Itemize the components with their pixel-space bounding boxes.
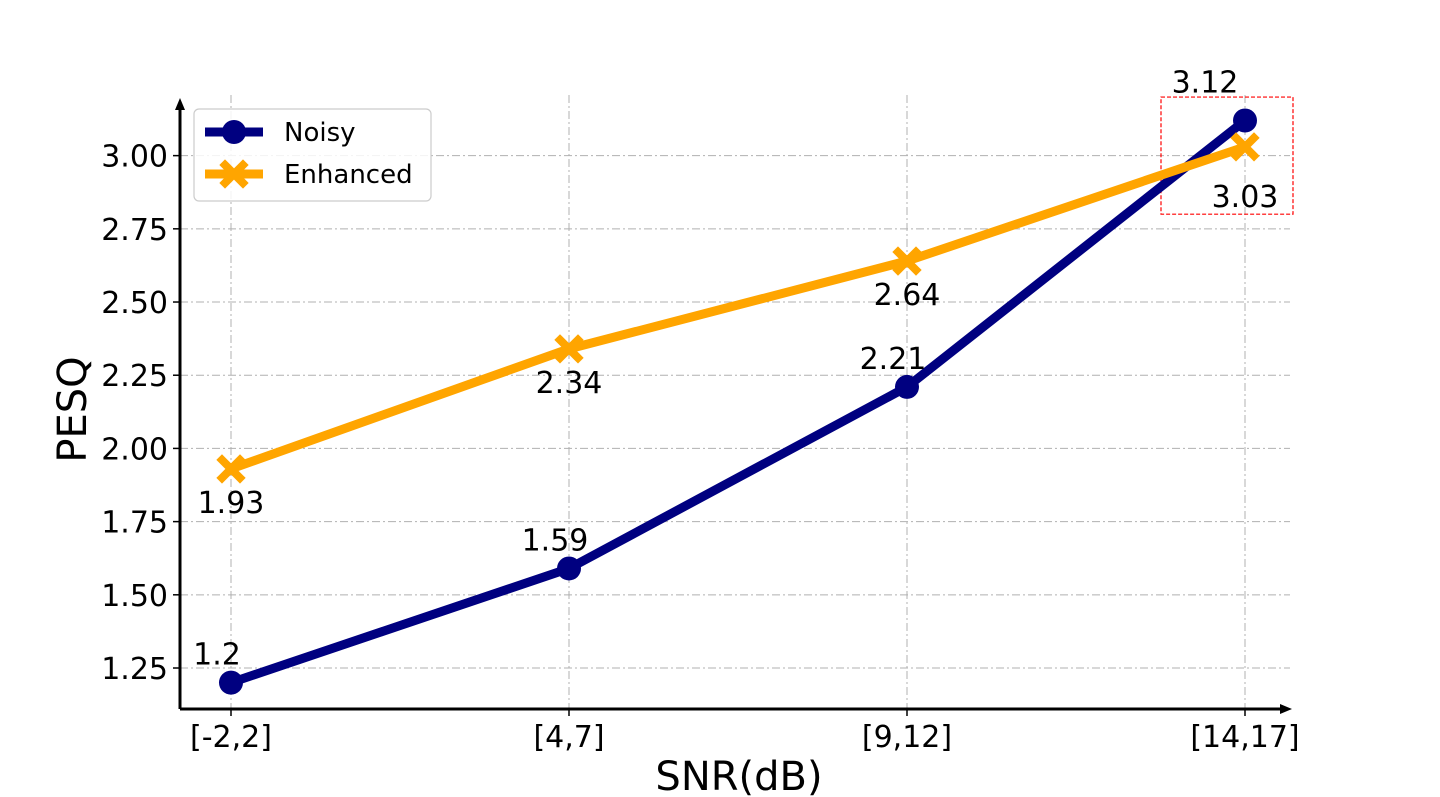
series-group [216,108,1260,695]
legend-label: Noisy [284,118,356,148]
x-tick-label: [9,12] [862,720,952,755]
y-axis-arrow [175,98,185,110]
axes [175,98,1292,714]
x-tick-label: [-2,2] [190,720,272,755]
legend-label: Enhanced [284,160,413,190]
legend-marker [222,120,246,144]
data-point [1233,108,1257,133]
series-line-enhanced [229,142,1247,474]
x-axis-arrow [1280,704,1292,714]
y-ticks: 1.25 1.50 1.75 2.00 2.25 2.50 2.75 3.00 [101,140,180,687]
data-label: 3.03 [1212,180,1279,215]
y-tick-label: 3.00 [101,140,168,175]
x-tick-label: [14,17] [1190,720,1299,755]
data-label: 1.59 [522,523,589,558]
y-tick-label: 2.75 [101,213,168,248]
data-label: 2.34 [536,366,603,401]
y-tick-label: 1.25 [101,652,168,687]
data-label: 1.2 [193,638,241,673]
legend-marker [219,159,249,189]
data-point [219,670,243,695]
y-axis-title: PESQ [50,356,96,462]
series-line-noisy [229,116,1248,687]
highlight-box-group [1160,96,1294,215]
data-point [895,374,919,399]
data-label: 3.12 [1172,65,1239,100]
data-labels: 1.2 1.59 2.21 3.12 1.93 2.34 2.64 3.03 [193,65,1278,672]
data-label: 1.93 [198,486,265,521]
x-axis-title: SNR(dB) [655,754,822,797]
y-tick-label: 2.25 [101,359,168,394]
y-tick-label: 1.75 [101,506,168,541]
legend: Noisy Enhanced [193,108,432,202]
data-point [1230,132,1260,162]
data-label: 2.21 [860,342,927,377]
data-point [216,454,246,484]
data-point [554,334,584,364]
highlight-box [1160,96,1294,215]
data-point [892,246,922,276]
x-ticks: [-2,2] [4,7] [9,12] [14,17] [190,709,1300,755]
y-tick-label: 1.50 [101,579,168,614]
x-tick-label: [4,7] [533,720,604,755]
data-point [557,556,581,581]
y-tick-label: 2.50 [101,286,168,321]
data-label: 2.64 [874,278,941,313]
y-tick-label: 2.00 [101,432,168,467]
